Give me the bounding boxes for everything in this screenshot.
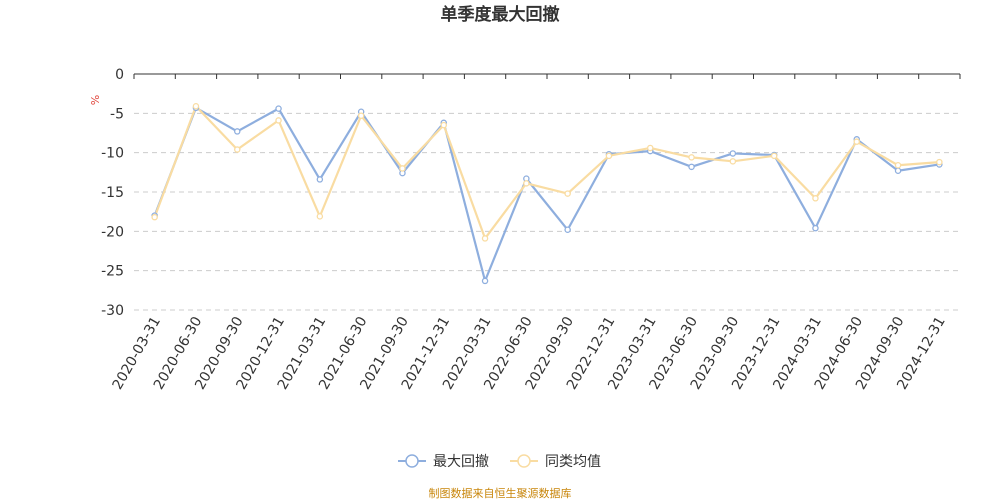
data-point: [729, 158, 737, 165]
legend-item[interactable]: 最大回撤: [398, 454, 489, 470]
legend-label: 同类均值: [545, 454, 601, 470]
data-point: [151, 213, 158, 221]
data-point: [523, 180, 530, 187]
x-axis: 2020-03-312020-06-302020-09-302020-12-31…: [110, 73, 961, 392]
y-tick-label: -20: [101, 224, 124, 240]
data-point: [936, 158, 943, 166]
y-tick-label: -30: [101, 303, 124, 319]
legend-marker-icon: [517, 454, 531, 468]
series-group: [151, 103, 943, 285]
data-point: [894, 162, 902, 169]
data-point: [316, 213, 324, 220]
legend[interactable]: 最大回撤 同类均值: [398, 454, 601, 470]
data-point: [440, 121, 447, 129]
data-point: [275, 105, 282, 112]
data-point: [233, 146, 241, 153]
grid-lines: [134, 112, 960, 311]
data-point: [688, 154, 695, 161]
legend-label: 最大回撤: [433, 454, 489, 470]
legend-item[interactable]: 同类均值: [510, 454, 601, 470]
data-point: [316, 176, 324, 183]
data-point: [192, 103, 200, 110]
series-line: [153, 105, 940, 240]
y-axis-unit: %: [89, 95, 102, 105]
data-point: [564, 226, 571, 234]
data-point: [399, 165, 406, 172]
data-point: [688, 163, 695, 171]
data-point: [853, 138, 861, 145]
y-tick-label: -25: [101, 264, 124, 280]
data-point: [729, 150, 737, 157]
y-axis: 0 -5 -10 -15 -20 -25 -30: [101, 67, 124, 319]
chart-title: 单季度最大回撤: [441, 4, 560, 25]
data-point: [357, 112, 365, 119]
series-line: [153, 106, 940, 282]
legend-marker-icon: [405, 454, 419, 468]
y-tick-label: 0: [115, 67, 124, 83]
data-point: [481, 277, 489, 285]
y-tick-label: -15: [101, 185, 124, 201]
data-point: [481, 235, 489, 242]
data-point: [647, 144, 654, 152]
data-point: [564, 190, 571, 197]
data-point: [770, 152, 778, 160]
y-tick-label: -5: [110, 106, 124, 122]
data-point: [233, 128, 241, 135]
data-point: [812, 224, 819, 232]
data-point: [894, 167, 902, 175]
source-note: 制图数据来自恒生聚源数据库: [429, 486, 572, 500]
y-tick-label: -10: [101, 146, 124, 162]
data-point: [605, 152, 613, 160]
data-point: [812, 195, 819, 202]
data-point: [275, 117, 282, 124]
